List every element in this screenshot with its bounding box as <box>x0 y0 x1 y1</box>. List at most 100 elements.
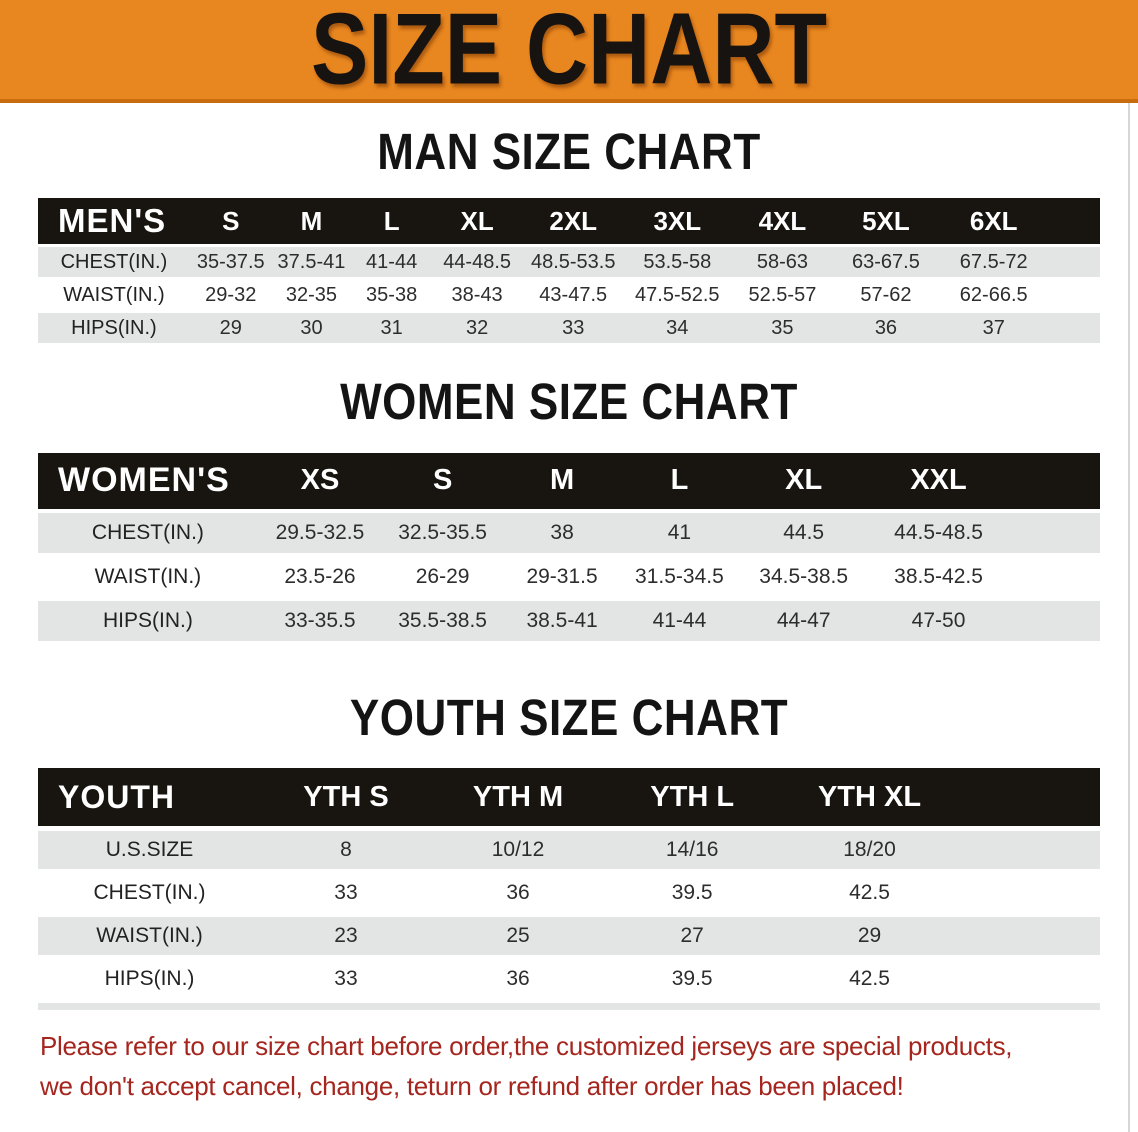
table-row: WAIST(IN.) 29-32 32-35 35-38 38-43 43-47.5 47.… <box>38 280 1100 311</box>
row-spacer-cell <box>1007 512 1100 553</box>
size-value: 44.5-48.5 <box>869 512 1008 553</box>
size-value: 33-35.5 <box>257 600 383 641</box>
size-value: 33 <box>522 313 625 344</box>
measurement-label: CHEST(IN.) <box>38 512 258 553</box>
size-value: 62-66.5 <box>937 280 1050 311</box>
size-value: 35 <box>730 313 835 344</box>
size-value: 44.5 <box>737 512 870 553</box>
size-column-header: XXL <box>869 452 1008 509</box>
measurement-label: WAIST(IN.) <box>38 917 262 956</box>
size-value: 38-43 <box>431 280 523 311</box>
size-value: 39.5 <box>605 874 780 913</box>
size-value: 63-67.5 <box>834 247 938 278</box>
size-value: 42.5 <box>779 874 960 913</box>
header-spacer-cell <box>1007 452 1100 509</box>
youth-section-heading: YOUTH SIZE CHART <box>0 645 1138 747</box>
women-size-table: WOMEN'S XS S M L XL XXL CHEST(IN.) 29.5-32.5 32.5… <box>38 449 1100 645</box>
measurement-label: U.S.SIZE <box>38 831 262 870</box>
size-value: 36 <box>834 313 938 344</box>
size-value: 48.5-53.5 <box>522 247 625 278</box>
size-value: 29-32 <box>189 280 272 311</box>
size-column-header: 2XL <box>522 198 625 245</box>
measurement-label: CHEST(IN.) <box>38 247 190 278</box>
size-chart-banner: SIZE CHART <box>0 0 1138 103</box>
men-section-heading: MAN SIZE CHART <box>0 103 1138 181</box>
measurement-label: HIPS(IN.) <box>38 600 258 641</box>
size-value: 57-62 <box>834 280 938 311</box>
table-row: CHEST(IN.) 35-37.5 37.5-41 41-44 44-48.5 48.5… <box>38 247 1100 278</box>
size-value: 34 <box>624 313 731 344</box>
size-value: 36 <box>430 960 606 999</box>
size-column-header: L <box>351 198 432 245</box>
men-size-table: MEN'S S M L XL 2XL 3XL 4XL 5XL 6XL CHEST(IN.) 35-37… <box>38 195 1100 346</box>
size-value: 23.5-26 <box>257 556 383 597</box>
size-column-header: 4XL <box>730 198 835 245</box>
size-column-header: S <box>382 452 504 509</box>
size-value: 26-29 <box>382 556 504 597</box>
men-section: MAN SIZE CHART MEN'S S M L XL 2XL 3XL 4XL 5XL 6XL… <box>0 103 1138 346</box>
table-row: WAIST(IN.) 23 25 27 29 <box>38 917 1100 956</box>
table-row: CHEST(IN.) 29.5-32.5 32.5-35.5 38 41 44.5 44.5… <box>38 512 1100 553</box>
measurement-label: HIPS(IN.) <box>38 313 190 344</box>
size-value: 44-47 <box>737 600 870 641</box>
size-value: 47.5-52.5 <box>624 280 731 311</box>
table-row: HIPS(IN.) 29 30 31 32 33 34 35 36 37 <box>38 313 1100 344</box>
size-value: 37.5-41 <box>271 247 352 278</box>
measurement-label: HIPS(IN.) <box>38 960 262 999</box>
row-spacer-cell <box>1007 600 1100 641</box>
size-value: 38 <box>503 512 622 553</box>
size-value: 41-44 <box>621 600 738 641</box>
row-spacer-cell <box>959 960 1100 999</box>
header-spacer-cell <box>959 768 1100 827</box>
size-value: 53.5-58 <box>624 247 731 278</box>
size-value: 34.5-38.5 <box>737 556 870 597</box>
row-spacer-cell <box>959 831 1100 870</box>
size-column-header: S <box>189 198 272 245</box>
size-value: 8 <box>261 831 431 870</box>
size-column-header: YTH S <box>261 768 431 827</box>
size-value: 58-63 <box>730 247 835 278</box>
size-value: 33 <box>261 874 431 913</box>
size-column-header: M <box>503 452 622 509</box>
footer-note: Please refer to our size chart before or… <box>40 1026 1138 1106</box>
row-spacer-cell <box>1050 280 1100 311</box>
size-value: 44-48.5 <box>431 247 523 278</box>
size-value: 31 <box>351 313 432 344</box>
size-value: 10/12 <box>430 831 606 870</box>
youth-size-table: YOUTH YTH S YTH M YTH L YTH XL U.S.SIZE 8 10/12… <box>38 763 1100 1003</box>
size-value: 29.5-32.5 <box>257 512 383 553</box>
size-value: 30 <box>271 313 352 344</box>
banner-title: SIZE CHART <box>311 0 827 106</box>
women-section-heading: WOMEN SIZE CHART <box>0 346 1138 431</box>
size-column-header: XL <box>737 452 870 509</box>
size-value: 27 <box>605 917 780 956</box>
size-value: 38.5-41 <box>503 600 622 641</box>
size-value: 35-38 <box>351 280 432 311</box>
size-value: 25 <box>430 917 606 956</box>
size-value: 33 <box>261 960 431 999</box>
row-spacer-cell <box>1007 556 1100 597</box>
row-spacer-cell <box>1050 247 1100 278</box>
size-column-header: YTH L <box>605 768 780 827</box>
footer-note-line-1: Please refer to our size chart before or… <box>40 1031 1013 1062</box>
size-value: 42.5 <box>779 960 960 999</box>
right-edge-line <box>1128 103 1130 1132</box>
size-column-header: 5XL <box>834 198 938 245</box>
size-value: 35.5-38.5 <box>382 600 504 641</box>
size-value: 43-47.5 <box>522 280 625 311</box>
size-value: 67.5-72 <box>937 247 1050 278</box>
size-column-header: 6XL <box>937 198 1050 245</box>
size-value: 41-44 <box>351 247 432 278</box>
size-value: 32-35 <box>271 280 352 311</box>
measurement-label: WAIST(IN.) <box>38 280 190 311</box>
size-column-header: YTH M <box>430 768 606 827</box>
size-column-header: M <box>271 198 352 245</box>
size-value: 18/20 <box>779 831 960 870</box>
size-value: 31.5-34.5 <box>621 556 738 597</box>
size-column-header: L <box>621 452 738 509</box>
footer-note-line-2: we don't accept cancel, change, teturn o… <box>40 1071 904 1102</box>
table-group-label: MEN'S <box>38 198 190 245</box>
size-value: 39.5 <box>605 960 780 999</box>
size-value: 37 <box>937 313 1050 344</box>
size-column-header: YTH XL <box>779 768 960 827</box>
